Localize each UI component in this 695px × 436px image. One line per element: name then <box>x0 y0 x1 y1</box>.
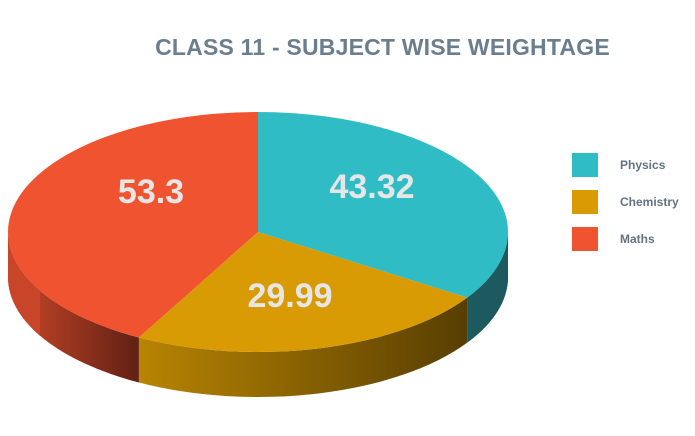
side-chemistry <box>138 297 468 397</box>
legend-swatch-physics <box>572 152 598 177</box>
legend: Physics Chemistry Maths <box>572 146 679 257</box>
legend-item-chemistry: Chemistry <box>572 183 679 220</box>
legend-item-physics: Physics <box>572 146 679 183</box>
slice-chemistry <box>138 232 468 352</box>
side-physics-edge <box>467 232 508 343</box>
legend-item-maths: Maths <box>572 220 679 257</box>
legend-swatch-maths <box>572 226 598 251</box>
data-label-maths: 53.3 <box>118 173 184 211</box>
legend-swatch-chemistry <box>572 189 598 214</box>
legend-label-maths: Maths <box>620 231 655 246</box>
slice-maths <box>8 112 259 338</box>
side-maths <box>8 232 139 383</box>
slice-physics <box>258 112 509 298</box>
data-label-physics: 43.32 <box>329 168 414 206</box>
data-label-chemistry: 29.99 <box>247 277 332 315</box>
side-maths-left <box>8 232 41 336</box>
chart-title: CLASS 11 - SUBJECT WISE WEIGHTAGE <box>155 34 610 60</box>
legend-label-chemistry: Chemistry <box>620 194 679 209</box>
legend-label-physics: Physics <box>620 157 666 172</box>
